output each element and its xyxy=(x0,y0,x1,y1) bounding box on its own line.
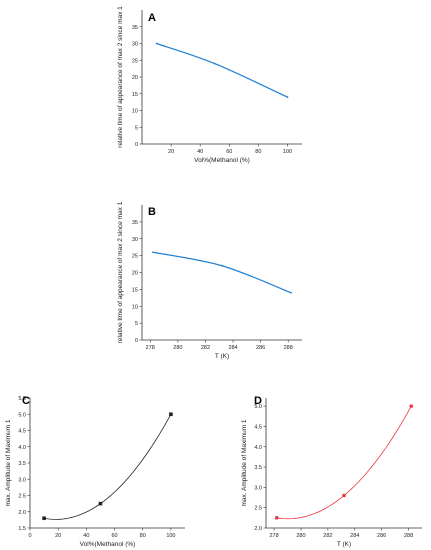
x-tick-label: 280 xyxy=(173,345,182,351)
y-tick-label: 4.5 xyxy=(254,424,262,430)
x-axis-label: Vol%(Methanol (%) xyxy=(80,541,136,548)
y-tick-label: 3.5 xyxy=(18,461,26,467)
data-point xyxy=(290,291,292,294)
y-axis-label: relative time of appearance of max 2 sin… xyxy=(117,6,124,148)
data-point xyxy=(169,412,173,417)
y-tick-label: 25 xyxy=(132,58,138,64)
data-point xyxy=(221,264,223,267)
y-tick-label: 5 xyxy=(135,125,138,131)
series-line xyxy=(152,251,292,294)
y-axis-label: relative time of appearance of max 2 sin… xyxy=(117,201,124,343)
y-tick-label: 1.5 xyxy=(18,526,26,532)
y-tick-label: 10 xyxy=(132,109,138,115)
data-point xyxy=(42,516,46,521)
y-tick-label: 2.5 xyxy=(254,506,262,512)
y-tick-label: 2.5 xyxy=(18,494,26,500)
y-tick-label: 35 xyxy=(132,220,138,226)
y-tick-label: 5.5 xyxy=(18,396,26,402)
y-tick-label: 3.0 xyxy=(254,485,262,491)
x-axis-label: Vol%(Methanol (%) xyxy=(194,157,250,164)
y-tick-label: 20 xyxy=(132,271,138,277)
x-tick-label: 286 xyxy=(256,345,265,351)
y-tick-label: 2.0 xyxy=(254,526,262,532)
x-tick-label: 280 xyxy=(296,533,305,539)
data-point xyxy=(98,501,103,506)
y-tick-label: 3.0 xyxy=(18,477,26,483)
x-axis-label: T (K) xyxy=(215,353,229,360)
series-line xyxy=(156,42,288,98)
x-tick-label: 100 xyxy=(166,533,175,539)
y-tick-label: 15 xyxy=(132,287,138,293)
data-point xyxy=(155,42,158,45)
x-tick-label: 282 xyxy=(323,533,332,539)
y-tick-label: 0 xyxy=(135,142,138,148)
y-tick-label: 25 xyxy=(132,254,138,260)
y-tick-label: 4.5 xyxy=(18,429,26,435)
y-tick-label: 2.0 xyxy=(18,510,26,516)
x-tick-label: 278 xyxy=(269,533,278,539)
panel-label: D xyxy=(254,395,262,407)
panel-label: B xyxy=(148,206,156,218)
x-tick-label: 282 xyxy=(201,345,210,351)
x-tick-label: 40 xyxy=(83,533,89,539)
panel-label: A xyxy=(148,12,156,24)
x-tick-label: 20 xyxy=(55,533,61,539)
x-tick-label: 20 xyxy=(168,149,174,155)
x-tick-label: 278 xyxy=(146,345,155,351)
chart-panel-d: 2.0 2.5 3.0 3.5 4.0 4.5 5.0 278 280 282 284 286 288 T… xyxy=(241,395,422,548)
x-tick-label: 80 xyxy=(255,149,261,155)
x-tick-label: 40 xyxy=(197,149,203,155)
y-axis-label: max. Amplitude of Maximum 1 xyxy=(5,419,12,506)
panel-label: C xyxy=(22,395,30,407)
y-tick-label: 5 xyxy=(135,321,138,327)
x-tick-label: 288 xyxy=(404,533,413,539)
x-axis-label: T (K) xyxy=(337,541,351,548)
chart-panel-b: 0 5 10 15 20 25 30 35 278 280 282 284 286 288 T (K) rel… xyxy=(117,201,302,360)
y-tick-label: 30 xyxy=(132,237,138,243)
x-tick-label: 286 xyxy=(377,533,386,539)
y-tick-label: 30 xyxy=(132,42,138,48)
x-tick-label: 284 xyxy=(228,345,237,351)
x-tick-label: 284 xyxy=(350,533,359,539)
y-tick-label: 20 xyxy=(132,75,138,81)
y-tick-label: 5.0 xyxy=(254,404,262,410)
data-point xyxy=(152,251,154,254)
y-tick-label: 35 xyxy=(132,25,138,31)
y-axis-label: max. Amplitude of Maximum 1 xyxy=(241,419,248,506)
x-tick-label: 60 xyxy=(226,149,232,155)
y-tick-label: 4.0 xyxy=(18,445,26,451)
data-point xyxy=(409,404,414,408)
y-tick-label: 5.0 xyxy=(18,412,26,418)
y-tick-label: 10 xyxy=(132,304,138,310)
x-tick-label: 0 xyxy=(28,533,31,539)
data-point xyxy=(274,516,279,520)
chart-panel-c: 1.5 2.0 2.5 3.0 3.5 4.0 4.5 5.0 5.5 0 20 40 60 80 100 V… xyxy=(5,395,185,548)
y-tick-label: 3.5 xyxy=(254,465,262,471)
fit-curve xyxy=(44,414,172,520)
x-tick-label: 60 xyxy=(111,533,117,539)
x-tick-label: 288 xyxy=(284,345,293,351)
x-tick-label: 100 xyxy=(283,149,292,155)
y-tick-label: 15 xyxy=(132,92,138,98)
x-tick-label: 80 xyxy=(140,533,146,539)
data-point xyxy=(342,493,346,498)
y-tick-label: 0 xyxy=(135,338,138,344)
fit-curve xyxy=(276,405,412,520)
data-point xyxy=(286,96,289,98)
data-point xyxy=(213,62,216,65)
chart-panel-a: 0 5 10 15 20 25 30 35 20 40 60 80 100 Vol%(Methanol (… xyxy=(117,6,302,164)
y-tick-label: 4.0 xyxy=(254,445,262,451)
